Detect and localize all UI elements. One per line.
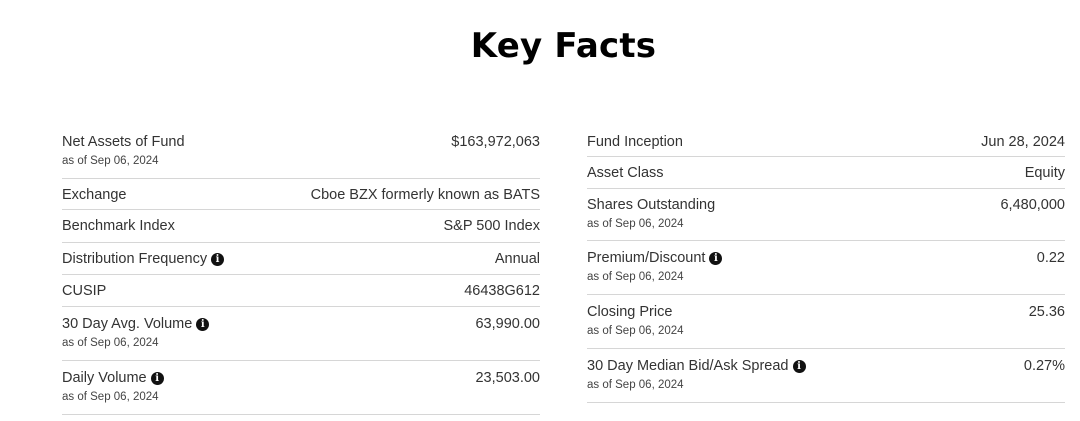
- fact-row-shares-outstanding: Shares Outstanding as of Sep 06, 2024 6,…: [587, 189, 1065, 241]
- fact-label: Net Assets of Fund: [62, 134, 185, 150]
- fact-row-cusip: CUSIP 46438G612: [62, 275, 540, 307]
- fact-row-daily-volume: Daily Volume i as of Sep 06, 2024 23,503…: [62, 361, 540, 415]
- fact-value: 0.22: [1036, 250, 1065, 266]
- fact-label: 30 Day Avg. Volume: [62, 316, 193, 332]
- fact-value: 46438G612: [464, 283, 540, 299]
- fact-row-closing-price: Closing Price as of Sep 06, 2024 25.36: [587, 295, 1065, 349]
- fact-as-of-date: as of Sep 06, 2024: [62, 391, 159, 403]
- fact-value: 25.36: [1028, 304, 1065, 320]
- fact-label: Shares Outstanding: [587, 197, 716, 213]
- fact-label: Exchange: [62, 187, 127, 203]
- fact-value: 6,480,000: [1000, 197, 1065, 213]
- fact-value: $163,972,063: [451, 134, 540, 150]
- fact-label: CUSIP: [62, 283, 107, 299]
- info-icon[interactable]: i: [211, 252, 225, 266]
- fact-row-fund-inception: Fund Inception Jun 28, 2024: [587, 125, 1065, 157]
- fact-value: 23,503.00: [475, 370, 540, 386]
- fact-as-of-date: as of Sep 06, 2024: [62, 155, 159, 167]
- fact-row-30-day-avg-volume: 30 Day Avg. Volume i as of Sep 06, 2024 …: [62, 307, 540, 361]
- fact-value: 0.27%: [1023, 358, 1065, 374]
- fact-label: Benchmark Index: [62, 218, 175, 234]
- fact-value: Annual: [494, 251, 540, 267]
- fact-row-asset-class: Asset Class Equity: [587, 157, 1065, 189]
- fact-label: Premium/Discount: [587, 250, 706, 266]
- fact-label: Asset Class: [587, 165, 664, 181]
- fact-row-benchmark-index: Benchmark Index S&P 500 Index: [62, 210, 540, 243]
- fact-value: Equity: [1024, 165, 1065, 181]
- info-icon[interactable]: i: [196, 317, 210, 331]
- fact-label: Closing Price: [587, 304, 673, 320]
- fact-as-of-date: as of Sep 06, 2024: [587, 379, 684, 391]
- fact-row-bid-ask-spread: 30 Day Median Bid/Ask Spread i as of Sep…: [587, 349, 1065, 403]
- fact-as-of-date: as of Sep 06, 2024: [587, 271, 684, 283]
- fact-row-distribution-frequency: Distribution Frequency i Annual: [62, 243, 540, 275]
- fact-as-of-date: as of Sep 06, 2024: [587, 325, 684, 337]
- fact-row-premium-discount: Premium/Discount i as of Sep 06, 2024 0.…: [587, 241, 1065, 295]
- info-icon[interactable]: i: [150, 371, 164, 385]
- fact-as-of-date: as of Sep 06, 2024: [587, 218, 684, 230]
- page-title: Key Facts: [470, 26, 657, 66]
- key-facts-left-column: Net Assets of Fund as of Sep 06, 2024 $1…: [62, 125, 540, 415]
- fact-as-of-date: as of Sep 06, 2024: [62, 337, 159, 349]
- info-icon[interactable]: i: [792, 359, 806, 373]
- fact-value: 63,990.00: [475, 316, 540, 332]
- fact-value: S&P 500 Index: [443, 218, 540, 234]
- fact-row-net-assets: Net Assets of Fund as of Sep 06, 2024 $1…: [62, 125, 540, 179]
- info-icon[interactable]: i: [709, 251, 723, 265]
- fact-value: Cboe BZX formerly known as BATS: [310, 187, 540, 203]
- fact-label: 30 Day Median Bid/Ask Spread: [587, 358, 789, 374]
- fact-value: Jun 28, 2024: [981, 134, 1065, 150]
- fact-label: Fund Inception: [587, 134, 683, 150]
- fact-label: Distribution Frequency: [62, 251, 208, 267]
- fact-label: Daily Volume: [62, 370, 147, 386]
- key-facts-right-column: Fund Inception Jun 28, 2024 Asset Class …: [587, 125, 1065, 403]
- fact-row-exchange: Exchange Cboe BZX formerly known as BATS: [62, 179, 540, 210]
